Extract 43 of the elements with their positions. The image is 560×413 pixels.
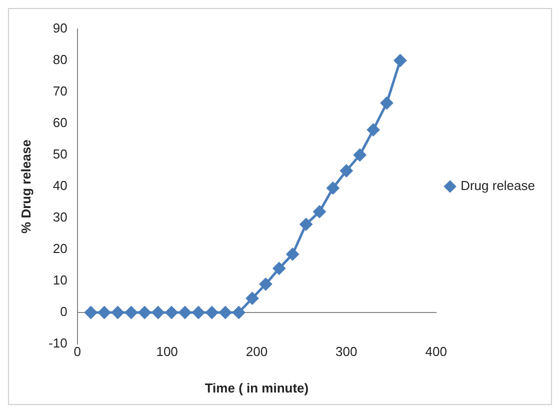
y-tick-label: -10 xyxy=(48,336,68,351)
point xyxy=(124,306,138,319)
point xyxy=(272,262,286,275)
point xyxy=(326,182,340,195)
point xyxy=(98,306,111,319)
point xyxy=(313,205,326,218)
point xyxy=(165,306,178,319)
point xyxy=(380,96,394,110)
point xyxy=(205,306,218,319)
point xyxy=(178,306,192,319)
point xyxy=(192,306,205,319)
x-tick-label: 300 xyxy=(336,344,358,359)
y-tick-label: 50 xyxy=(52,146,68,162)
point xyxy=(152,306,165,319)
x-axis-title: Time ( in minute) xyxy=(204,380,309,396)
y-tick-label: 20 xyxy=(52,241,68,256)
y-tick-label: 70 xyxy=(52,84,68,99)
point xyxy=(84,306,98,319)
y-tick-label: 60 xyxy=(52,115,68,130)
point xyxy=(232,306,246,319)
point xyxy=(218,306,232,319)
point xyxy=(340,164,353,178)
point xyxy=(300,218,313,231)
x-tick-label: 0 xyxy=(74,344,82,359)
point xyxy=(286,248,300,261)
point xyxy=(138,306,152,319)
point xyxy=(111,306,124,319)
y-axis-title: % Drug release xyxy=(18,140,34,234)
y-tick-label: 10 xyxy=(52,272,68,288)
y-tick-label: 30 xyxy=(52,210,68,225)
x-tick-label: 200 xyxy=(246,344,268,359)
y-tick-label: 40 xyxy=(52,178,68,194)
point xyxy=(394,54,407,67)
y-tick-label: 0 xyxy=(60,304,68,320)
y-tick-label: 80 xyxy=(52,52,68,68)
legend-label: Drug release xyxy=(460,178,536,194)
x-tick-label: 100 xyxy=(156,344,178,359)
y-tick-label: 90 xyxy=(52,20,68,36)
point xyxy=(246,292,259,305)
point xyxy=(353,148,366,162)
point xyxy=(366,123,380,136)
x-tick-label: 400 xyxy=(425,344,447,359)
point xyxy=(259,278,272,291)
